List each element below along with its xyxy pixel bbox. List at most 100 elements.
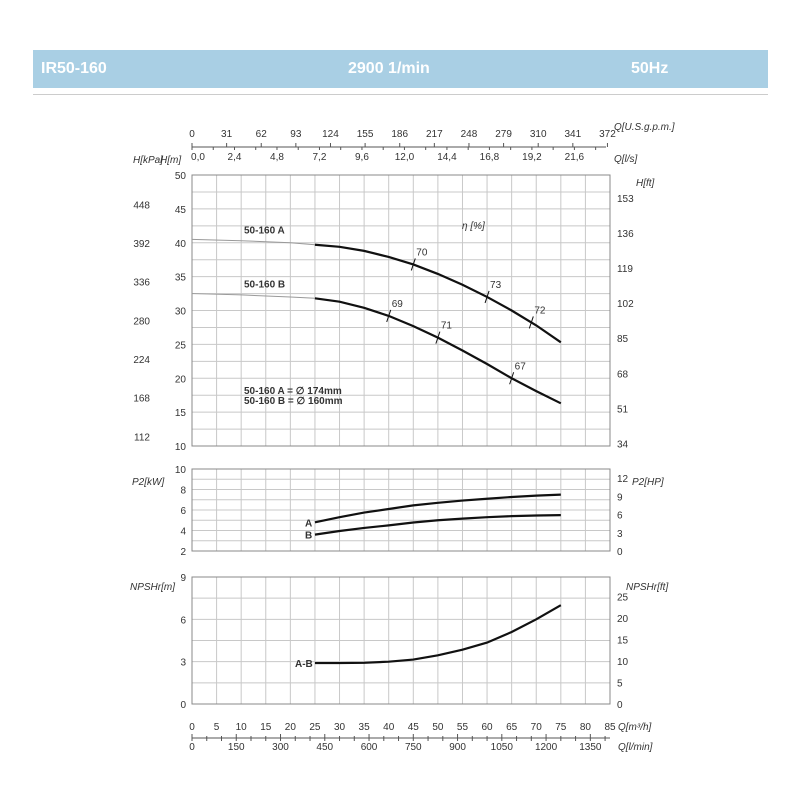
usgpm-tick-label: 310 — [530, 129, 547, 140]
m3h-tick-label: 85 — [604, 722, 616, 733]
kpa-tick-label: 280 — [133, 316, 150, 327]
hp-tick-label: 9 — [617, 492, 623, 503]
ls-tick-label: 16,8 — [480, 152, 500, 163]
hp-tick-label: 3 — [617, 529, 623, 540]
m3h-tick-label: 65 — [506, 722, 518, 733]
efficiency-label: 67 — [515, 361, 527, 372]
frequency-label: 50Hz — [631, 60, 669, 77]
m3h-tick-label: 15 — [260, 722, 272, 733]
head-curve — [314, 243, 562, 344]
ft-tick-label: 102 — [617, 299, 634, 310]
ft-tick-label: 10 — [617, 657, 629, 668]
power-curve — [314, 493, 561, 524]
plot-frame — [191, 174, 611, 447]
y-tick-label: 6 — [180, 615, 186, 626]
y-axis-label: P2[kW] — [132, 477, 164, 488]
lmin-tick-label: 600 — [361, 742, 378, 753]
ft-tick-label: 68 — [617, 369, 629, 380]
ft-tick-label: 5 — [617, 678, 623, 689]
y-tick-label: 3 — [180, 658, 186, 669]
y-tick-label: 6 — [180, 506, 186, 517]
y-tick-label: 30 — [175, 307, 187, 318]
series-label: A — [305, 518, 312, 529]
ls-tick-label: 19,2 — [522, 152, 542, 163]
m3h-tick-label: 25 — [309, 722, 321, 733]
y-tick-label: 2 — [180, 547, 186, 558]
hp-axis-label: P2[HP] — [632, 477, 664, 488]
ls-tick-label: 21,6 — [565, 152, 585, 163]
impeller-note: 50-160 A = ∅ 174mm — [244, 386, 342, 397]
y-tick-label: 40 — [175, 239, 187, 250]
usgpm-tick-label: 217 — [426, 129, 443, 140]
speed-label: 2900 1/min — [348, 60, 430, 77]
curve-extension — [191, 238, 315, 246]
ft-tick-label: 0 — [617, 700, 623, 711]
ls-tick-label: 2,4 — [228, 152, 242, 163]
ls-tick-label: 0,0 — [191, 152, 205, 163]
efficiency-tick — [528, 316, 534, 329]
lmin-tick-label: 0 — [189, 742, 195, 753]
efficiency-tick — [386, 309, 392, 323]
usgpm-tick-label: 31 — [221, 129, 233, 140]
lmin-tick-label: 450 — [316, 742, 333, 753]
title-bar: IR50-160 2900 1/min 50Hz — [33, 50, 768, 88]
m3h-tick-label: 10 — [236, 722, 248, 733]
efficiency-tick — [484, 290, 490, 304]
usgpm-tick-label: 93 — [290, 129, 302, 140]
ft-tick-label: 153 — [617, 194, 634, 205]
y-tick-label: 20 — [175, 374, 187, 385]
ls-tick-label: 14,4 — [437, 152, 457, 163]
m3h-tick-label: 60 — [481, 722, 493, 733]
usgpm-tick-label: 62 — [256, 129, 268, 140]
ls-tick-label: 4,8 — [270, 152, 284, 163]
efficiency-label: 71 — [441, 321, 453, 332]
y-tick-label: 35 — [175, 273, 187, 284]
ft-tick-label: 20 — [617, 614, 629, 625]
m3h-tick-label: 45 — [408, 722, 420, 733]
y-tick-label: 10 — [175, 442, 187, 453]
y-tick-label: 25 — [175, 340, 187, 351]
y-tick-label: 15 — [175, 408, 187, 419]
m3h-tick-label: 0 — [189, 722, 195, 733]
efficiency-tick — [509, 372, 515, 385]
kpa-tick-label: 168 — [133, 394, 150, 405]
plot-frame — [191, 576, 611, 705]
series-label: A-B — [295, 659, 313, 670]
y-tick-label: 10 — [175, 465, 187, 476]
kpa-tick-label: 448 — [133, 200, 150, 211]
hp-tick-label: 0 — [617, 547, 623, 558]
ft-tick-label: 25 — [617, 592, 629, 603]
usgpm-tick-label: 248 — [461, 129, 478, 140]
ft-axis-label: H[ft] — [636, 178, 655, 189]
efficiency-label: 72 — [534, 305, 546, 316]
lmin-tick-label: 1050 — [491, 742, 514, 753]
m3h-axis-label: Q[m³/h] — [618, 722, 652, 733]
impeller-note: 50-160 B = ∅ 160mm — [244, 396, 343, 407]
npsh-curve — [314, 604, 562, 665]
m3h-tick-label: 55 — [457, 722, 469, 733]
series-label: B — [305, 531, 312, 542]
ft-tick-label: 15 — [617, 635, 629, 646]
y-tick-label: 45 — [175, 205, 187, 216]
ls-tick-label: 12,0 — [395, 152, 415, 163]
ft-tick-label: 34 — [617, 440, 629, 451]
usgpm-tick-label: 341 — [564, 129, 581, 140]
kpa-tick-label: 224 — [133, 355, 150, 366]
power-curve — [314, 514, 561, 536]
kpa-tick-label: 112 — [134, 432, 150, 443]
efficiency-tick — [435, 331, 441, 344]
divider — [33, 94, 768, 95]
ls-tick-label: 9,6 — [355, 152, 369, 163]
m3h-tick-label: 20 — [285, 722, 297, 733]
m3h-tick-label: 70 — [531, 722, 543, 733]
lmin-tick-label: 1350 — [579, 742, 602, 753]
efficiency-tick — [410, 258, 416, 271]
usgpm-tick-label: 372 — [599, 129, 616, 140]
usgpm-tick-label: 279 — [495, 129, 512, 140]
hp-tick-label: 6 — [617, 511, 623, 522]
lmin-tick-label: 750 — [405, 742, 422, 753]
y-tick-label: 9 — [180, 573, 186, 584]
lmin-axis-label: Q[l/min] — [618, 742, 653, 753]
ft-tick-label: 136 — [617, 229, 634, 240]
usgpm-axis-label: Q[U.S.g.p.m.] — [614, 122, 675, 133]
